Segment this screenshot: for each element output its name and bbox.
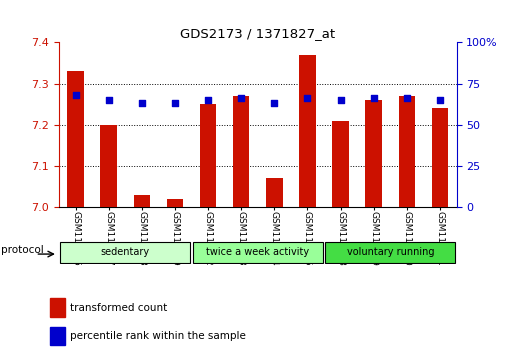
Point <box>403 96 411 101</box>
Point <box>71 92 80 98</box>
Bar <box>299 55 316 207</box>
Point <box>436 97 444 103</box>
Point <box>105 97 113 103</box>
Text: protocol: protocol <box>1 245 44 255</box>
Text: percentile rank within the sample: percentile rank within the sample <box>70 331 246 341</box>
Point <box>370 96 378 101</box>
Text: voluntary running: voluntary running <box>347 247 434 257</box>
Bar <box>133 195 150 207</box>
Bar <box>200 104 216 207</box>
FancyBboxPatch shape <box>61 242 190 263</box>
Bar <box>67 71 84 207</box>
Bar <box>266 178 283 207</box>
Point <box>137 101 146 106</box>
Text: twice a week activity: twice a week activity <box>206 247 309 257</box>
Point <box>270 101 279 106</box>
Bar <box>432 108 448 207</box>
Bar <box>399 96 415 207</box>
Point <box>171 101 179 106</box>
Bar <box>50 298 65 317</box>
Point <box>237 96 245 101</box>
Bar <box>365 100 382 207</box>
FancyBboxPatch shape <box>193 242 323 263</box>
Text: sedentary: sedentary <box>101 247 150 257</box>
Bar <box>167 199 183 207</box>
Point <box>204 97 212 103</box>
Point <box>303 96 311 101</box>
Bar <box>50 327 65 346</box>
Point <box>337 97 345 103</box>
Text: transformed count: transformed count <box>70 303 168 313</box>
Bar <box>101 125 117 207</box>
Title: GDS2173 / 1371827_at: GDS2173 / 1371827_at <box>180 27 336 40</box>
Bar <box>233 96 249 207</box>
FancyBboxPatch shape <box>325 242 455 263</box>
Bar <box>332 121 349 207</box>
